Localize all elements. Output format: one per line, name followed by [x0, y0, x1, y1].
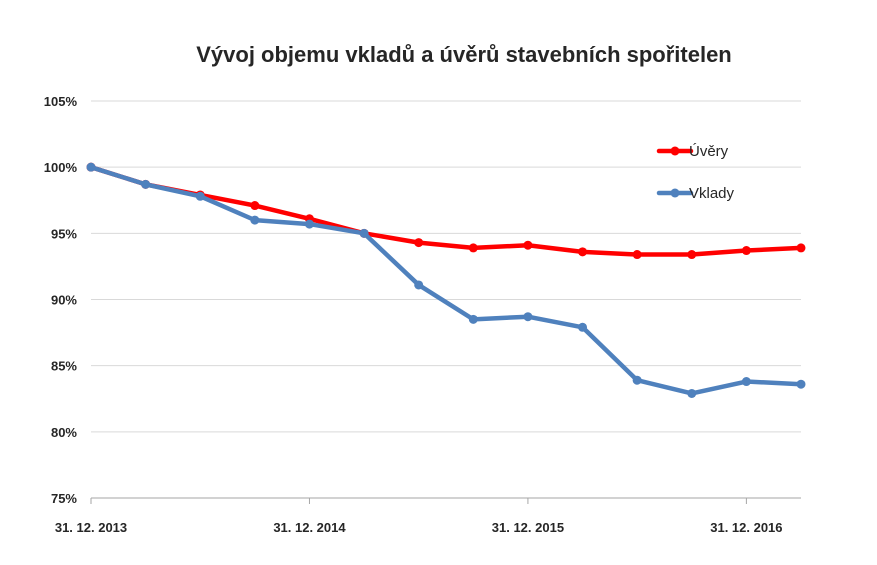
data-point: [796, 379, 806, 389]
data-point: [414, 280, 424, 290]
y-tick-label: 75%: [51, 491, 77, 506]
chart-title: Vývoj objemu vkladů a úvěrů stavebních s…: [196, 42, 732, 67]
legend-item: Vklady: [656, 185, 735, 202]
y-tick-label: 85%: [51, 359, 77, 374]
legend-label: Vklady: [689, 185, 735, 202]
data-point: [796, 243, 806, 253]
data-point: [687, 388, 697, 398]
x-tick-label: 31. 12. 2014: [273, 520, 346, 535]
data-point: [359, 228, 369, 238]
data-point: [578, 247, 588, 257]
data-point: [304, 219, 314, 229]
data-point: [741, 377, 751, 387]
data-point: [632, 375, 642, 385]
x-axis: 31. 12. 2013 31. 12. 2014 31. 12. 2015 31. …: [55, 497, 801, 535]
x-tick-label: 31. 12. 2013: [55, 520, 127, 535]
legend-item: Úvěry: [656, 143, 729, 160]
y-tick-label: 105%: [44, 94, 78, 109]
data-point: [414, 238, 424, 248]
legend: Úvěry Vklady: [656, 143, 735, 202]
data-point: [632, 250, 642, 260]
data-point: [86, 162, 96, 172]
series-line: [88, 164, 804, 396]
y-tick-label: 100%: [44, 160, 78, 175]
y-axis-ticks: 75% 80% 85% 90% 95% 100% 105%: [44, 94, 78, 506]
legend-marker: [670, 146, 680, 156]
series-lines: [86, 162, 806, 398]
data-point: [195, 191, 205, 201]
series-vklady: [86, 162, 806, 398]
data-point: [141, 179, 151, 189]
legend-marker: [670, 188, 680, 198]
series-line: [88, 164, 804, 257]
legend-label: Úvěry: [689, 143, 729, 160]
data-point: [523, 240, 533, 250]
data-point: [687, 250, 697, 260]
data-point: [523, 312, 533, 322]
data-point: [250, 215, 260, 225]
data-point: [250, 201, 260, 211]
y-tick-label: 90%: [51, 293, 77, 308]
data-point: [578, 322, 588, 332]
x-tick-label: 31. 12. 2015: [492, 520, 564, 535]
y-tick-label: 95%: [51, 226, 77, 241]
data-point: [468, 314, 478, 324]
data-point: [468, 243, 478, 253]
y-tick-label: 80%: [51, 425, 77, 440]
x-tick-label: 31. 12. 2016: [710, 520, 782, 535]
series-uvery: [86, 162, 806, 260]
data-point: [741, 246, 751, 256]
